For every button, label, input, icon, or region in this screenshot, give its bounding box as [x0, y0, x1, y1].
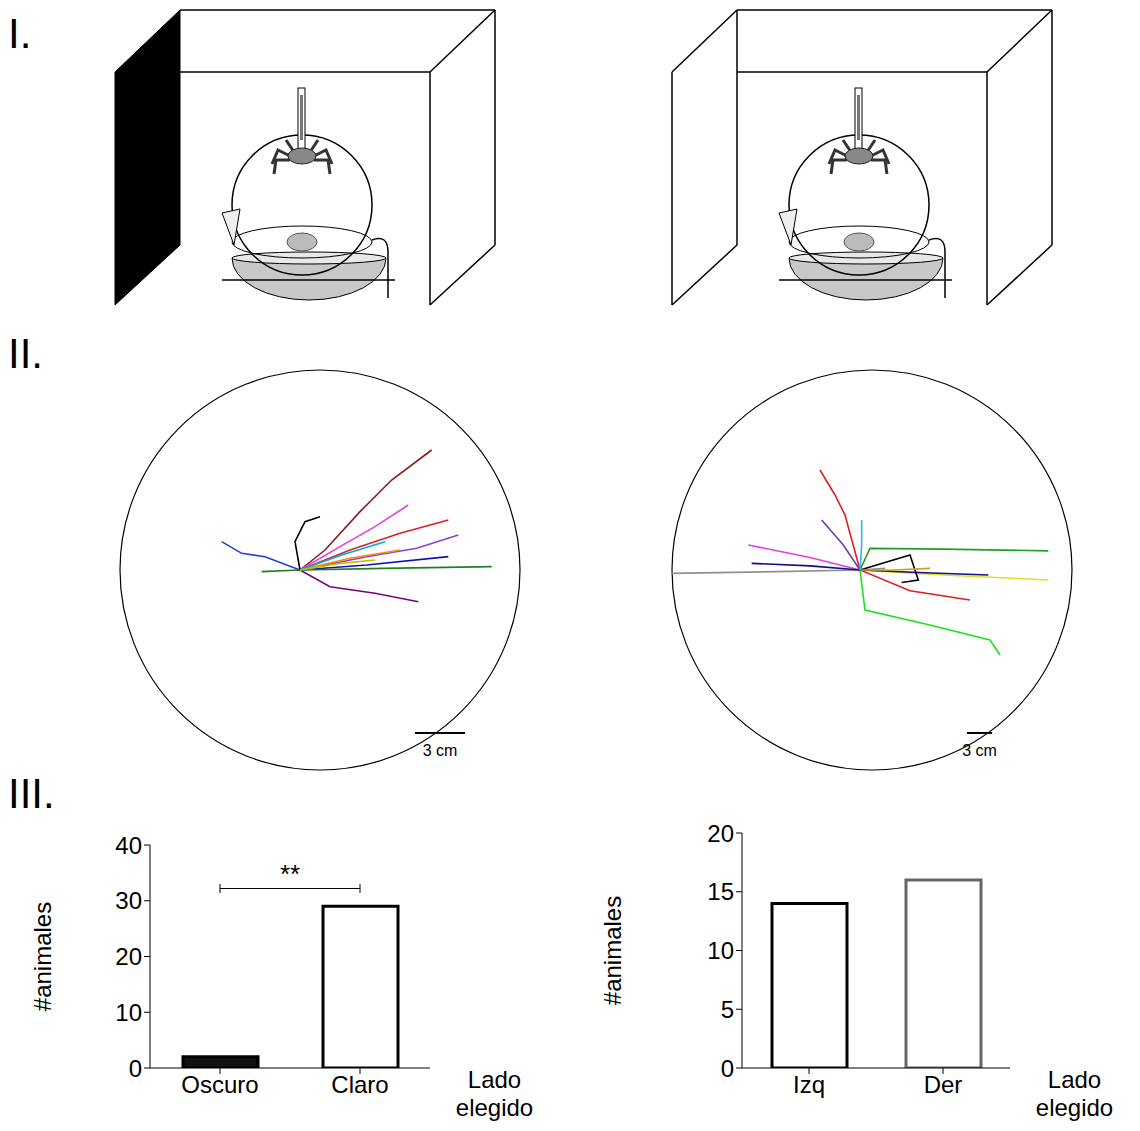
html-text:II.: II. [8, 330, 43, 377]
svg-text:20: 20 [115, 943, 142, 970]
html-text:Lado elegido: Lado elegido [1035, 1066, 1114, 1121]
html-text:I.: I. [8, 10, 32, 57]
svg-text:3 cm: 3 cm [962, 742, 997, 759]
svg-text:5: 5 [721, 996, 734, 1023]
html-text:Lado elegido: Lado elegido [455, 1066, 534, 1121]
html-text:III.: III. [8, 770, 55, 817]
svg-text:Oscuro: Oscuro [181, 1071, 258, 1098]
svg-text:15: 15 [707, 878, 734, 905]
svg-text:0: 0 [721, 1055, 734, 1082]
svg-text:10: 10 [707, 937, 734, 964]
svg-text:0: 0 [129, 1055, 142, 1082]
svg-text:Izq: Izq [793, 1071, 825, 1098]
svg-text:40: 40 [115, 832, 142, 859]
svg-text:#animales: #animales [600, 896, 626, 1005]
svg-text:3 cm: 3 cm [423, 742, 458, 759]
svg-text:**: ** [280, 859, 300, 889]
svg-text:30: 30 [115, 887, 142, 914]
svg-text:#animales: #animales [30, 902, 56, 1011]
svg-text:20: 20 [707, 820, 734, 847]
svg-text:Claro: Claro [331, 1071, 388, 1098]
svg-text:10: 10 [115, 999, 142, 1026]
svg-text:Der: Der [924, 1071, 963, 1098]
